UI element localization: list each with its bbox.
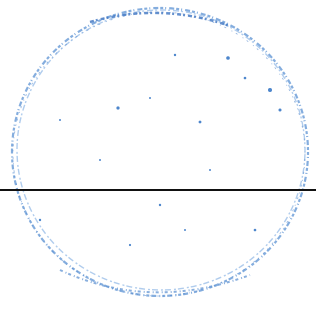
- scan-image: [0, 0, 316, 313]
- speckle: [129, 244, 131, 246]
- background: [0, 0, 316, 313]
- speckle: [99, 159, 101, 161]
- speckle: [174, 54, 176, 56]
- speckle: [159, 204, 161, 206]
- speckle: [209, 169, 211, 171]
- speckle: [254, 229, 257, 232]
- speckle: [226, 56, 230, 60]
- speckle: [59, 119, 61, 121]
- speckle: [279, 109, 282, 112]
- speckle: [39, 219, 41, 221]
- speckle: [199, 121, 202, 124]
- speckle: [184, 229, 186, 231]
- speckle: [244, 77, 247, 80]
- speckle: [268, 88, 272, 92]
- speckle: [116, 106, 119, 109]
- speckle: [149, 97, 151, 99]
- page: {} (() => { const data = JSON.parse(docu…: [0, 0, 316, 313]
